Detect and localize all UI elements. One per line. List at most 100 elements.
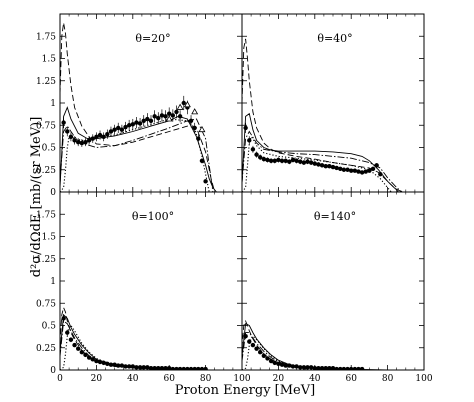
data-point	[265, 157, 270, 163]
data-point	[254, 346, 259, 351]
data-point	[261, 156, 267, 162]
data-point	[159, 113, 165, 118]
open-point	[176, 103, 184, 110]
data-point	[261, 353, 267, 358]
data-point	[112, 362, 117, 367]
data-point	[134, 120, 139, 125]
data-point	[312, 366, 317, 370]
data-point	[308, 160, 314, 165]
open-point	[198, 125, 206, 133]
y-tick-label: 0	[50, 188, 56, 198]
data-point	[108, 362, 114, 367]
data-point	[94, 134, 99, 140]
data-point	[79, 140, 85, 146]
data-point	[301, 365, 307, 370]
x-tick-label: 80	[200, 374, 212, 384]
data-point	[345, 167, 350, 172]
panel-3: θ=100° 0 0.25 0.5 0.75 1 1.25 1.5 1.75 0 20 40 60 80 1…	[36, 191, 251, 384]
data-point	[101, 360, 106, 366]
y-tick-label: 1.5	[42, 233, 57, 243]
data-point	[323, 366, 328, 370]
data-point	[283, 158, 288, 164]
panel-curves	[242, 319, 388, 370]
data-point	[156, 366, 161, 370]
curve-dotted	[242, 135, 392, 192]
data-point	[145, 365, 150, 370]
data-point	[181, 100, 186, 106]
panel-2: θ=40°	[241, 13, 425, 193]
data-point	[148, 118, 154, 124]
data-point	[116, 363, 121, 368]
y-axis-title: d²σ/dΩdE [mb/(sr MeV)]	[29, 117, 44, 278]
data-point	[170, 366, 176, 370]
x-tick-label: 100	[415, 374, 432, 384]
panel-label: θ=100°	[132, 210, 174, 223]
curve-dashdot	[242, 130, 403, 192]
curve-solid	[242, 112, 403, 192]
data-point	[316, 366, 321, 370]
data-point	[90, 357, 95, 362]
data-point	[334, 165, 339, 171]
y-tick-label: 0.75	[36, 299, 56, 309]
y-tick-label: 0.5	[42, 322, 57, 332]
data-point	[65, 129, 70, 134]
y-tick-label: 0.25	[36, 344, 56, 354]
data-point	[327, 163, 332, 169]
data-point	[152, 114, 157, 119]
data-point	[105, 361, 110, 366]
y-tick-label: 0.5	[42, 144, 57, 154]
data-point	[97, 132, 103, 138]
data-point	[367, 168, 372, 173]
data-point	[181, 366, 186, 370]
panels-layer: θ=20° 0 0.25 0.5 0.75 1 1.25 1.5 1.75 θ=40° θ=100°…	[36, 13, 433, 384]
data-point	[243, 125, 248, 131]
data-point	[167, 366, 172, 370]
data-point	[345, 366, 350, 370]
data-point	[243, 333, 248, 339]
data-point	[341, 167, 347, 172]
curve-dashed	[60, 306, 206, 370]
data-point	[170, 113, 176, 118]
data-point	[247, 339, 252, 344]
data-point	[83, 352, 88, 358]
data-point	[159, 366, 165, 370]
data-point	[250, 147, 256, 152]
curve-dashed	[242, 319, 370, 370]
data-point	[203, 179, 208, 184]
x-tick-label: 20	[273, 374, 285, 384]
curve-dashed	[242, 38, 399, 192]
data-point	[258, 155, 263, 160]
data-point	[130, 364, 135, 369]
data-point	[72, 342, 77, 348]
data-point	[94, 358, 99, 364]
data-point	[126, 364, 132, 369]
data-point	[72, 138, 77, 143]
open-point	[183, 100, 191, 108]
y-tick-label: 1.75	[36, 210, 56, 220]
data-point	[185, 366, 190, 370]
data-point	[145, 116, 150, 122]
data-point	[119, 363, 125, 368]
data-point	[86, 355, 92, 360]
data-point	[290, 157, 296, 163]
data-point	[268, 158, 274, 164]
data-point	[316, 162, 321, 167]
data-point	[123, 124, 128, 130]
panel-curves	[60, 22, 217, 192]
data-point	[254, 152, 259, 157]
x-tick-label: 40	[127, 374, 139, 384]
data-point	[68, 134, 74, 140]
y-tick-label: 1.75	[36, 32, 56, 42]
data-point	[378, 172, 383, 177]
panel-curves	[242, 38, 403, 192]
data-point	[294, 364, 299, 369]
panel-1: θ=20° 0 0.25 0.5 0.75 1 1.25 1.5 1.75	[36, 13, 243, 198]
data-point	[258, 350, 263, 355]
x-tick-label: 20	[91, 374, 103, 384]
panel-4: θ=140° 20 40 60 80 100	[241, 191, 433, 384]
x-axis-title: Proton Energy [MeV]	[175, 383, 315, 398]
data-point	[370, 166, 376, 172]
y-tick-label: 1.25	[36, 77, 56, 87]
data-point	[323, 163, 328, 169]
